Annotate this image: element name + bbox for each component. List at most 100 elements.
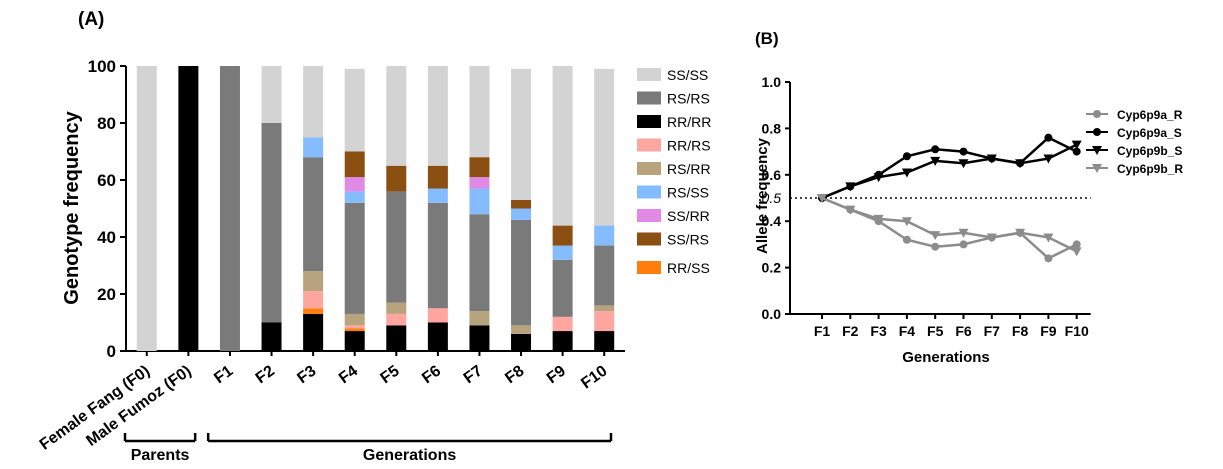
data-point	[986, 233, 997, 243]
group-label: Parents	[131, 447, 190, 464]
y-tick-label: 0.0	[762, 306, 782, 322]
y-tick-label: 80	[97, 114, 116, 133]
legend-swatch	[637, 91, 661, 105]
bar-segment	[261, 66, 282, 123]
legend-label: Cyp6p9b_S	[1117, 144, 1182, 158]
data-point	[873, 214, 884, 224]
legend-swatch	[637, 162, 661, 175]
data-point	[901, 217, 912, 227]
x-tick-label: F2	[253, 362, 278, 387]
bar-segment	[303, 313, 324, 351]
bar-segment	[511, 333, 532, 351]
bar-segment	[303, 308, 324, 314]
bar-segment	[469, 311, 490, 326]
panel-a-bars	[136, 66, 615, 351]
bar-segment	[303, 291, 324, 309]
data-point	[986, 154, 997, 164]
series-line	[821, 196, 1078, 260]
series-line	[821, 136, 1078, 200]
bar-segment	[344, 328, 365, 332]
bar-segment	[427, 322, 448, 351]
bar-segment	[469, 66, 490, 158]
legend-swatch	[637, 68, 661, 81]
data-point	[1015, 228, 1026, 238]
data-point	[1092, 164, 1102, 173]
panel-b-x-axis-title: Generations	[902, 349, 990, 366]
bar-segment	[303, 157, 324, 272]
y-tick-label: 100	[88, 57, 116, 76]
bar-segment	[427, 308, 448, 323]
data-point	[930, 156, 941, 166]
bar-segment	[552, 245, 573, 260]
x-tick-label: F1	[211, 362, 236, 387]
x-tick-label: F8	[1012, 323, 1029, 339]
data-point	[1015, 159, 1026, 169]
bar-segment	[136, 66, 157, 351]
legend-label: SS/RS	[667, 232, 709, 248]
bar-segment	[427, 66, 448, 166]
data-point	[1071, 140, 1082, 150]
data-point	[1072, 240, 1081, 249]
series-line	[821, 143, 1078, 200]
legend-label: RS/RS	[667, 91, 710, 107]
data-point	[1044, 254, 1053, 263]
x-tick-label: F5	[378, 362, 403, 387]
x-tick-label: F1	[814, 323, 831, 339]
bar-segment	[594, 245, 615, 306]
data-point	[1043, 233, 1054, 243]
panel-b-label: (B)	[755, 29, 779, 48]
legend-label: RS/SS	[667, 185, 709, 201]
bar-segment	[261, 322, 282, 351]
legend-swatch	[637, 209, 661, 222]
data-point	[902, 235, 911, 244]
x-tick-label: F8	[502, 362, 527, 387]
bar-segment	[386, 325, 407, 351]
data-point	[902, 152, 911, 161]
data-point	[958, 159, 969, 169]
y-tick-label: 60	[97, 171, 116, 190]
y-tick-label: 0	[107, 342, 116, 361]
bar-segment	[303, 137, 324, 158]
x-tick-label: F6	[955, 323, 972, 339]
data-point	[959, 147, 968, 156]
panel-a-label: (A)	[78, 9, 104, 30]
bar-segment	[303, 66, 324, 138]
group-label: Generations	[363, 447, 456, 464]
x-tick-label: F4	[899, 323, 916, 339]
x-tick-label: F5	[927, 323, 944, 339]
x-tick-label: F10	[1065, 323, 1089, 339]
bar-segment	[344, 331, 365, 351]
bar-segment	[469, 157, 490, 178]
bar-segment	[511, 68, 532, 200]
bar-segment	[469, 325, 490, 351]
legend-swatch	[637, 138, 661, 152]
bar-segment	[386, 313, 407, 326]
x-tick-label: F3	[870, 323, 887, 339]
legend-swatch	[637, 185, 661, 199]
data-point	[873, 173, 884, 183]
x-tick-label: F6	[419, 362, 444, 387]
x-tick-label: F10	[578, 362, 610, 392]
bar-segment	[386, 191, 407, 303]
x-tick-label: F9	[544, 362, 569, 387]
legend-label: Cyp6p9a_S	[1117, 126, 1182, 140]
bar-segment	[469, 177, 490, 189]
bar-segment	[469, 214, 490, 312]
data-point	[845, 205, 856, 215]
data-point	[1072, 147, 1081, 156]
data-point	[1044, 133, 1053, 142]
x-tick-label: F7	[984, 323, 1001, 339]
panel-a-x-tick-labels: Female Fang (F0)Male Fumoz (F0) F1 F2 F3 F4 F…	[37, 351, 611, 454]
y-tick-label: 0.4	[762, 213, 782, 229]
bar-segment	[552, 316, 573, 332]
legend-label: RR/SS	[667, 260, 710, 276]
data-point	[931, 242, 940, 251]
bar-segment	[344, 68, 365, 152]
data-point	[817, 194, 827, 203]
legend-label: RR/RR	[667, 114, 711, 130]
data-point	[930, 231, 941, 241]
x-tick-label: F9	[1040, 323, 1057, 339]
panel-b-y-axis-title: Allele frequency	[754, 137, 771, 254]
data-point	[1093, 128, 1101, 136]
